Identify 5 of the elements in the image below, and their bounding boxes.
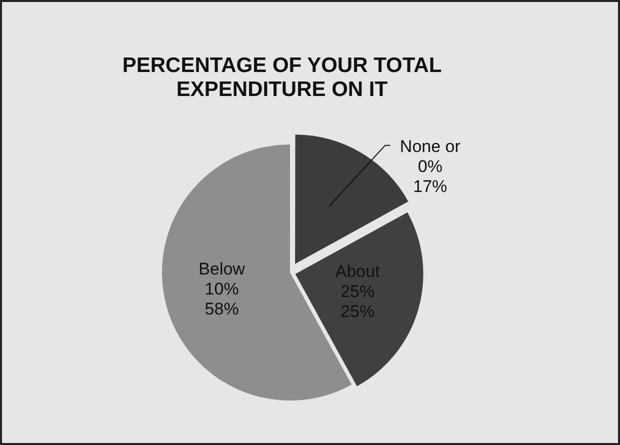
data-label: 58% bbox=[204, 300, 239, 319]
data-label: 17% bbox=[413, 177, 448, 196]
chart-title: PERCENTAGE OF YOUR TOTAL EXPENDITURE ON IT bbox=[121, 54, 443, 102]
slice-label: Below 10% bbox=[198, 260, 246, 299]
slice-label: None or 0% bbox=[400, 137, 461, 176]
